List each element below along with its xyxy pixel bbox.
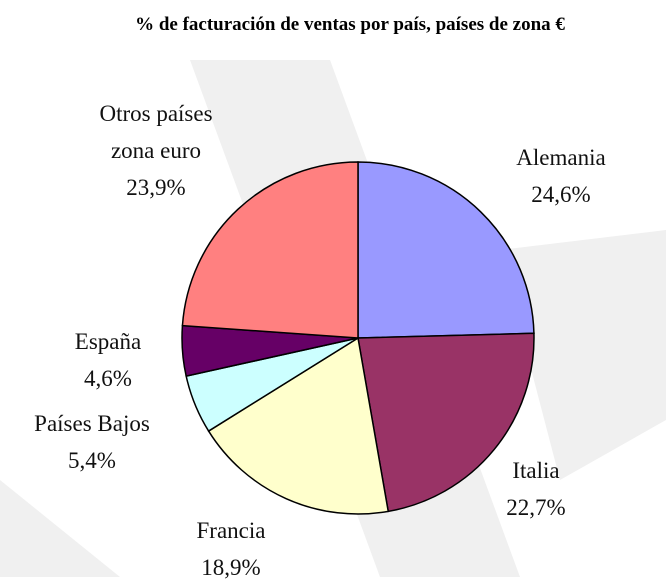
pie-slice bbox=[181, 161, 359, 339]
category-label: España bbox=[74, 329, 142, 354]
pie-slice bbox=[207, 336, 390, 515]
category-label: Italia bbox=[512, 458, 560, 483]
value-label: 23,9% bbox=[126, 175, 186, 200]
category-label: Países Bajos bbox=[34, 411, 150, 436]
slice-label: España 4,6% bbox=[33, 323, 183, 397]
slice-label: Francia 18,9% bbox=[156, 512, 306, 586]
value-label: 18,9% bbox=[201, 555, 261, 580]
category-label: Francia bbox=[196, 518, 266, 543]
slice-label: Otros países zona euro 23,9% bbox=[81, 95, 231, 206]
category-label: Alemania bbox=[516, 145, 606, 170]
pie-slice bbox=[357, 161, 535, 339]
value-label: 4,6% bbox=[84, 366, 132, 391]
slice-label: Alemania 24,6% bbox=[486, 139, 636, 213]
pie bbox=[181, 161, 535, 515]
slice-label: Italia 22,7% bbox=[461, 452, 611, 526]
pie-slice bbox=[357, 332, 535, 513]
value-label: 24,6% bbox=[531, 182, 591, 207]
value-label: 5,4% bbox=[68, 448, 116, 473]
chart-title: % de facturación de ventas por país, paí… bbox=[135, 14, 565, 35]
slice-label: Países Bajos 5,4% bbox=[17, 405, 167, 479]
value-label: 22,7% bbox=[506, 495, 566, 520]
category-label: Otros países zona euro bbox=[99, 101, 213, 163]
